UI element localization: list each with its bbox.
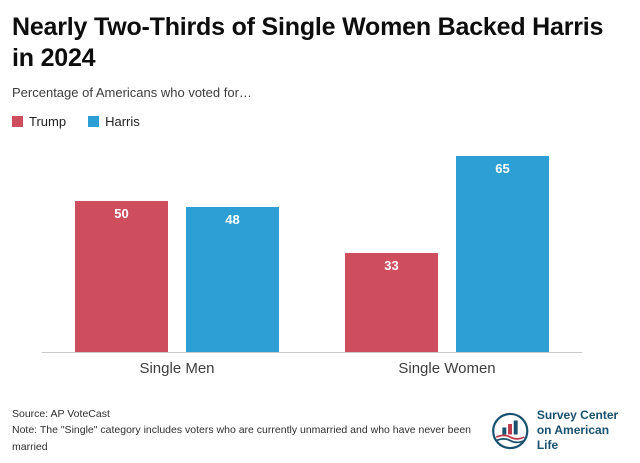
legend-label-harris: Harris: [105, 114, 140, 129]
bar-value-label: 48: [225, 212, 240, 228]
category-label-single-men: Single Men: [139, 360, 215, 377]
bar-group-single-men: 50 48: [42, 141, 312, 352]
chart-footer: Source: AP VoteCast Note: The "Single" c…: [12, 406, 630, 455]
category-label-single-women: Single Women: [398, 360, 496, 377]
survey-center-logo-text: Survey Center on American Life: [537, 408, 630, 453]
footer-notes: Source: AP VoteCast Note: The "Single" c…: [12, 406, 491, 455]
bar-harris-single-men: 48: [186, 207, 279, 352]
bar-value-label: 65: [495, 161, 510, 177]
bar-harris-single-women: 65: [456, 156, 549, 352]
chart-legend: Trump Harris: [12, 114, 630, 129]
logo-text-line2: on American Life: [536, 423, 610, 453]
bar-trump-single-men: 50: [75, 201, 168, 352]
bar-chart: 50 48 33 65 Single Men Single Women: [12, 141, 630, 377]
trump-color-swatch: [12, 116, 23, 127]
legend-label-trump: Trump: [29, 114, 67, 129]
legend-item-trump: Trump: [12, 114, 66, 129]
legend-item-harris: Harris: [88, 114, 140, 129]
bar-group-single-women: 33 65: [312, 141, 582, 352]
survey-center-logo: Survey Center on American Life: [491, 408, 630, 453]
bar-trump-single-women: 33: [345, 252, 438, 352]
bar-value-label: 33: [384, 257, 399, 273]
logo-text-line1: Survey Center: [536, 408, 619, 423]
harris-color-swatch: [88, 116, 100, 127]
page-title: Nearly Two-Thirds of Single Women Backed…: [12, 13, 604, 72]
bar-value-label: 50: [114, 206, 129, 222]
survey-center-logo-icon: [492, 412, 529, 449]
source-note: Source: AP VoteCast: [12, 408, 110, 421]
definition-note: Note: The "Single" category includes vot…: [12, 424, 472, 453]
chart-subtitle: Percentage of Americans who voted for…: [12, 85, 252, 100]
plot-area: 50 48 33 65: [42, 141, 582, 353]
category-axis: Single Men Single Women: [42, 360, 582, 377]
